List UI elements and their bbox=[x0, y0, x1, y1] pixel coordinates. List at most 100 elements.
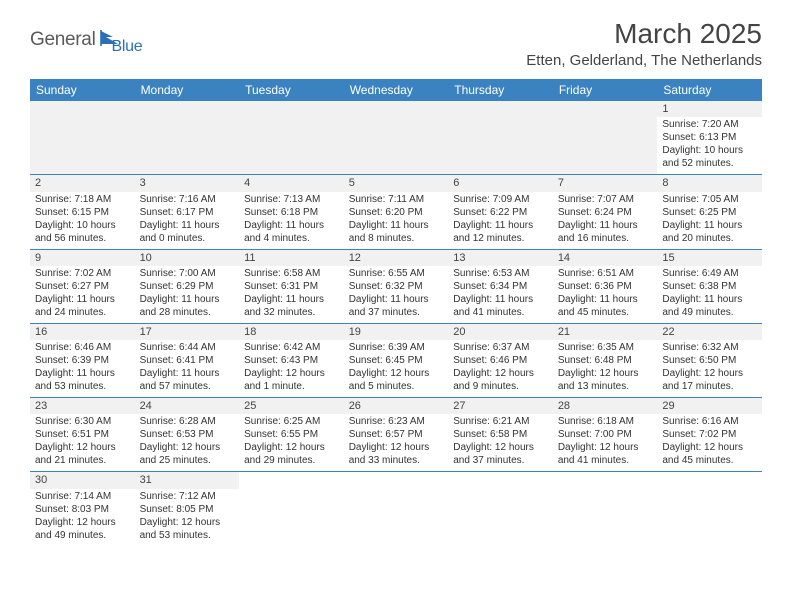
daylight-text: Daylight: 11 hours and 24 minutes. bbox=[35, 293, 130, 319]
day-number: 23 bbox=[30, 398, 135, 414]
daylight-text: Daylight: 12 hours and 29 minutes. bbox=[244, 441, 339, 467]
sunrise-text: Sunrise: 6:28 AM bbox=[140, 415, 235, 428]
sunset-text: Sunset: 6:25 PM bbox=[662, 206, 757, 219]
calendar-cell bbox=[448, 101, 553, 175]
weekday-header: Wednesday bbox=[344, 79, 449, 101]
calendar-cell: 26Sunrise: 6:23 AMSunset: 6:57 PMDayligh… bbox=[344, 398, 449, 472]
sunrise-text: Sunrise: 6:35 AM bbox=[558, 341, 653, 354]
sunset-text: Sunset: 6:15 PM bbox=[35, 206, 130, 219]
calendar-cell bbox=[657, 472, 762, 546]
daylight-text: Daylight: 12 hours and 1 minute. bbox=[244, 367, 339, 393]
daylight-text: Daylight: 12 hours and 45 minutes. bbox=[662, 441, 757, 467]
day-number: 3 bbox=[135, 175, 240, 191]
calendar-cell: 8Sunrise: 7:05 AMSunset: 6:25 PMDaylight… bbox=[657, 175, 762, 249]
day-number: 19 bbox=[344, 324, 449, 340]
daylight-text: Daylight: 11 hours and 32 minutes. bbox=[244, 293, 339, 319]
day-number: 10 bbox=[135, 250, 240, 266]
day-number: 29 bbox=[657, 398, 762, 414]
sunset-text: Sunset: 6:31 PM bbox=[244, 280, 339, 293]
calendar-row: 2Sunrise: 7:18 AMSunset: 6:15 PMDaylight… bbox=[30, 175, 762, 249]
day-number: 28 bbox=[553, 398, 658, 414]
day-number: 16 bbox=[30, 324, 135, 340]
day-number: 18 bbox=[239, 324, 344, 340]
sunrise-text: Sunrise: 6:18 AM bbox=[558, 415, 653, 428]
day-number: 5 bbox=[344, 175, 449, 191]
calendar-cell bbox=[135, 101, 240, 175]
calendar-cell bbox=[30, 101, 135, 175]
daylight-text: Daylight: 12 hours and 17 minutes. bbox=[662, 367, 757, 393]
sunset-text: Sunset: 6:24 PM bbox=[558, 206, 653, 219]
weekday-header: Sunday bbox=[30, 79, 135, 101]
sunrise-text: Sunrise: 6:49 AM bbox=[662, 267, 757, 280]
calendar-cell: 28Sunrise: 6:18 AMSunset: 7:00 PMDayligh… bbox=[553, 398, 658, 472]
sunset-text: Sunset: 6:29 PM bbox=[140, 280, 235, 293]
brand-text-2: Blue bbox=[112, 38, 143, 56]
sunset-text: Sunset: 6:36 PM bbox=[558, 280, 653, 293]
sunset-text: Sunset: 6:22 PM bbox=[453, 206, 548, 219]
calendar-cell: 15Sunrise: 6:49 AMSunset: 6:38 PMDayligh… bbox=[657, 249, 762, 323]
calendar-cell: 13Sunrise: 6:53 AMSunset: 6:34 PMDayligh… bbox=[448, 249, 553, 323]
sunrise-text: Sunrise: 6:53 AM bbox=[453, 267, 548, 280]
sunrise-text: Sunrise: 7:14 AM bbox=[35, 490, 130, 503]
calendar-table: Sunday Monday Tuesday Wednesday Thursday… bbox=[30, 79, 762, 546]
sunset-text: Sunset: 6:27 PM bbox=[35, 280, 130, 293]
calendar-row: 9Sunrise: 7:02 AMSunset: 6:27 PMDaylight… bbox=[30, 249, 762, 323]
daylight-text: Daylight: 11 hours and 49 minutes. bbox=[662, 293, 757, 319]
calendar-cell: 30Sunrise: 7:14 AMSunset: 8:03 PMDayligh… bbox=[30, 472, 135, 546]
calendar-cell: 12Sunrise: 6:55 AMSunset: 6:32 PMDayligh… bbox=[344, 249, 449, 323]
day-number: 21 bbox=[553, 324, 658, 340]
daylight-text: Daylight: 12 hours and 13 minutes. bbox=[558, 367, 653, 393]
daylight-text: Daylight: 12 hours and 37 minutes. bbox=[453, 441, 548, 467]
daylight-text: Daylight: 12 hours and 9 minutes. bbox=[453, 367, 548, 393]
sunrise-text: Sunrise: 6:55 AM bbox=[349, 267, 444, 280]
sunset-text: Sunset: 6:17 PM bbox=[140, 206, 235, 219]
daylight-text: Daylight: 11 hours and 0 minutes. bbox=[140, 219, 235, 245]
day-number: 14 bbox=[553, 250, 658, 266]
sunrise-text: Sunrise: 6:44 AM bbox=[140, 341, 235, 354]
daylight-text: Daylight: 11 hours and 16 minutes. bbox=[558, 219, 653, 245]
daylight-text: Daylight: 12 hours and 33 minutes. bbox=[349, 441, 444, 467]
day-number: 27 bbox=[448, 398, 553, 414]
weekday-header: Saturday bbox=[657, 79, 762, 101]
sunrise-text: Sunrise: 6:46 AM bbox=[35, 341, 130, 354]
calendar-cell: 2Sunrise: 7:18 AMSunset: 6:15 PMDaylight… bbox=[30, 175, 135, 249]
daylight-text: Daylight: 12 hours and 53 minutes. bbox=[140, 516, 235, 542]
sunset-text: Sunset: 6:39 PM bbox=[35, 354, 130, 367]
day-number: 13 bbox=[448, 250, 553, 266]
day-number: 15 bbox=[657, 250, 762, 266]
sunrise-text: Sunrise: 7:02 AM bbox=[35, 267, 130, 280]
day-number: 8 bbox=[657, 175, 762, 191]
sunset-text: Sunset: 6:53 PM bbox=[140, 428, 235, 441]
calendar-cell: 21Sunrise: 6:35 AMSunset: 6:48 PMDayligh… bbox=[553, 323, 658, 397]
day-number: 4 bbox=[239, 175, 344, 191]
sunset-text: Sunset: 6:55 PM bbox=[244, 428, 339, 441]
sunrise-text: Sunrise: 7:00 AM bbox=[140, 267, 235, 280]
sunset-text: Sunset: 6:20 PM bbox=[349, 206, 444, 219]
day-number: 20 bbox=[448, 324, 553, 340]
day-number: 25 bbox=[239, 398, 344, 414]
weekday-header: Friday bbox=[553, 79, 658, 101]
sunset-text: Sunset: 6:58 PM bbox=[453, 428, 548, 441]
sunset-text: Sunset: 6:57 PM bbox=[349, 428, 444, 441]
sunset-text: Sunset: 8:03 PM bbox=[35, 503, 130, 516]
sunset-text: Sunset: 6:13 PM bbox=[662, 131, 757, 144]
sunrise-text: Sunrise: 7:11 AM bbox=[349, 193, 444, 206]
calendar-row: 23Sunrise: 6:30 AMSunset: 6:51 PMDayligh… bbox=[30, 398, 762, 472]
day-number: 24 bbox=[135, 398, 240, 414]
sunrise-text: Sunrise: 7:07 AM bbox=[558, 193, 653, 206]
sunset-text: Sunset: 6:50 PM bbox=[662, 354, 757, 367]
calendar-cell: 23Sunrise: 6:30 AMSunset: 6:51 PMDayligh… bbox=[30, 398, 135, 472]
calendar-cell: 10Sunrise: 7:00 AMSunset: 6:29 PMDayligh… bbox=[135, 249, 240, 323]
sunrise-text: Sunrise: 7:20 AM bbox=[662, 118, 757, 131]
day-number: 12 bbox=[344, 250, 449, 266]
sunset-text: Sunset: 8:05 PM bbox=[140, 503, 235, 516]
daylight-text: Daylight: 12 hours and 49 minutes. bbox=[35, 516, 130, 542]
calendar-cell: 9Sunrise: 7:02 AMSunset: 6:27 PMDaylight… bbox=[30, 249, 135, 323]
calendar-cell: 17Sunrise: 6:44 AMSunset: 6:41 PMDayligh… bbox=[135, 323, 240, 397]
sunrise-text: Sunrise: 6:51 AM bbox=[558, 267, 653, 280]
sunset-text: Sunset: 6:46 PM bbox=[453, 354, 548, 367]
day-number: 26 bbox=[344, 398, 449, 414]
sunrise-text: Sunrise: 7:13 AM bbox=[244, 193, 339, 206]
calendar-cell bbox=[239, 101, 344, 175]
title-block: March 2025 Etten, Gelderland, The Nether… bbox=[526, 18, 762, 75]
